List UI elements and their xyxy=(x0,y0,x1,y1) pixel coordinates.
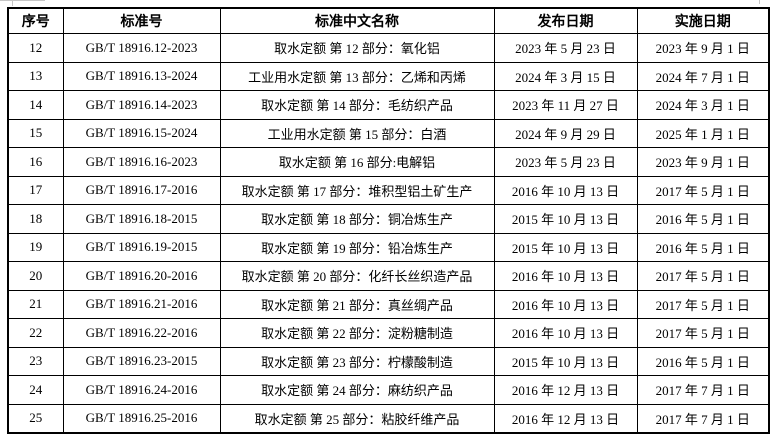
table-cell-publish-date: 2015 年 10 月 13 日 xyxy=(493,232,638,262)
table-cell-no: 17 xyxy=(7,175,64,205)
header-cell-name-cn: 标准中文名称 xyxy=(219,7,495,34)
header-cell-publish-date: 发布日期 xyxy=(493,7,638,34)
table-cell-standard-no: GB/T 18916.17-2016 xyxy=(62,175,221,205)
table-row: 15 GB/T 18916.15-2024 工业用水定额 第 15 部分：白酒 202… xyxy=(7,118,770,148)
table-cell-publish-date: 2023 年 11 月 27 日 xyxy=(493,90,638,120)
crop-artifact-line xyxy=(759,0,760,4)
table-cell-name-cn: 取水定额 第 18 部分：铜冶炼生产 xyxy=(219,204,495,234)
table-cell-publish-date: 2016 年 12 月 13 日 xyxy=(493,375,638,405)
table-cell-publish-date: 2016 年 10 月 13 日 xyxy=(493,261,638,291)
table-cell-standard-no: GB/T 18916.21-2016 xyxy=(62,289,221,319)
table-cell-name-cn: 工业用水定额 第 15 部分：白酒 xyxy=(219,118,495,148)
table-cell-implement-date: 2017 年 5 月 1 日 xyxy=(636,289,770,319)
table-row: 22 GB/T 18916.22-2016 取水定额 第 22 部分：淀粉糖制造 20… xyxy=(7,318,770,348)
table-row: 12 GB/T 18916.12-2023 取水定额 第 12 部分：氧化铝 2023… xyxy=(7,33,770,63)
table-cell-standard-no: GB/T 18916.16-2023 xyxy=(62,147,221,177)
table-cell-implement-date: 2023 年 9 月 1 日 xyxy=(636,33,770,63)
table-cell-name-cn: 取水定额 第 12 部分：氧化铝 xyxy=(219,33,495,63)
table-cell-implement-date: 2017 年 5 月 1 日 xyxy=(636,261,770,291)
table-cell-publish-date: 2024 年 9 月 29 日 xyxy=(493,118,638,148)
table-cell-implement-date: 2017 年 5 月 1 日 xyxy=(636,175,770,205)
table-cell-name-cn: 取水定额 第 20 部分：化纤长丝织造产品 xyxy=(219,261,495,291)
table-cell-standard-no: GB/T 18916.24-2016 xyxy=(62,375,221,405)
table-cell-publish-date: 2015 年 10 月 13 日 xyxy=(493,204,638,234)
table-cell-name-cn: 取水定额 第 21 部分：真丝绸产品 xyxy=(219,289,495,319)
table-cell-name-cn: 工业用水定额 第 13 部分：乙烯和丙烯 xyxy=(219,61,495,91)
table-cell-no: 15 xyxy=(7,118,64,148)
table-cell-publish-date: 2016 年 10 月 13 日 xyxy=(493,289,638,319)
table-cell-implement-date: 2025 年 1 月 1 日 xyxy=(636,118,770,148)
table-cell-implement-date: 2024 年 3 月 1 日 xyxy=(636,90,770,120)
table-cell-no: 13 xyxy=(7,61,64,91)
table-cell-publish-date: 2016 年 10 月 13 日 xyxy=(493,175,638,205)
table-cell-name-cn: 取水定额 第 16 部分:电解铝 xyxy=(219,147,495,177)
table-cell-name-cn: 取水定额 第 17 部分：堆积型铝土矿生产 xyxy=(219,175,495,205)
table-cell-standard-no: GB/T 18916.20-2016 xyxy=(62,261,221,291)
table-cell-no: 18 xyxy=(7,204,64,234)
table-row: 16 GB/T 18916.16-2023 取水定额 第 16 部分:电解铝 2023… xyxy=(7,147,770,177)
table-cell-no: 24 xyxy=(7,375,64,405)
table-cell-no: 19 xyxy=(7,232,64,262)
table-cell-no: 16 xyxy=(7,147,64,177)
header-cell-standard-no: 标准号 xyxy=(62,7,221,34)
table-cell-no: 23 xyxy=(7,346,64,376)
table-cell-implement-date: 2023 年 9 月 1 日 xyxy=(636,147,770,177)
table-cell-implement-date: 2016 年 5 月 1 日 xyxy=(636,232,770,262)
table-cell-standard-no: GB/T 18916.13-2024 xyxy=(62,61,221,91)
standards-table: 序号 标准号 标准中文名称 发布日期 实施日期 12 GB/T 18916.12-… xyxy=(7,7,770,434)
table-cell-standard-no: GB/T 18916.25-2016 xyxy=(62,403,221,434)
table-row: 23 GB/T 18916.23-2015 取水定额 第 23 部分：柠檬酸制造 20… xyxy=(7,346,770,376)
table-cell-implement-date: 2017 年 7 月 1 日 xyxy=(636,403,770,434)
crop-artifact-line xyxy=(12,0,13,6)
table-cell-standard-no: GB/T 18916.12-2023 xyxy=(62,33,221,63)
table-cell-no: 21 xyxy=(7,289,64,319)
table-cell-publish-date: 2016 年 12 月 13 日 xyxy=(493,403,638,434)
table-body: 12 GB/T 18916.12-2023 取水定额 第 12 部分：氧化铝 2023… xyxy=(7,33,770,434)
table-row: 17 GB/T 18916.17-2016 取水定额 第 17 部分：堆积型铝土矿生… xyxy=(7,175,770,205)
table-cell-publish-date: 2023 年 5 月 23 日 xyxy=(493,33,638,63)
table-row: 14 GB/T 18916.14-2023 取水定额 第 14 部分：毛纺织产品 20… xyxy=(7,90,770,120)
table-row: 20 GB/T 18916.20-2016 取水定额 第 20 部分：化纤长丝织造产… xyxy=(7,261,770,291)
table-cell-implement-date: 2024 年 7 月 1 日 xyxy=(636,61,770,91)
table-cell-standard-no: GB/T 18916.15-2024 xyxy=(62,118,221,148)
table-cell-standard-no: GB/T 18916.23-2015 xyxy=(62,346,221,376)
header-cell-implement-date: 实施日期 xyxy=(636,7,770,34)
table-cell-name-cn: 取水定额 第 19 部分：铅冶炼生产 xyxy=(219,232,495,262)
table-cell-name-cn: 取水定额 第 25 部分：粘胶纤维产品 xyxy=(219,403,495,434)
table-cell-name-cn: 取水定额 第 23 部分：柠檬酸制造 xyxy=(219,346,495,376)
table-row: 13 GB/T 18916.13-2024 工业用水定额 第 13 部分：乙烯和丙烯… xyxy=(7,61,770,91)
table-cell-no: 12 xyxy=(7,33,64,63)
table-row: 19 GB/T 18916.19-2015 取水定额 第 19 部分：铅冶炼生产 20… xyxy=(7,232,770,262)
table-cell-name-cn: 取水定额 第 22 部分：淀粉糖制造 xyxy=(219,318,495,348)
table-row: 24 GB/T 18916.24-2016 取水定额 第 24 部分：麻纺织产品 20… xyxy=(7,375,770,405)
table-header-row: 序号 标准号 标准中文名称 发布日期 实施日期 xyxy=(7,7,770,34)
table-cell-no: 20 xyxy=(7,261,64,291)
table-cell-publish-date: 2023 年 5 月 23 日 xyxy=(493,147,638,177)
table-row: 21 GB/T 18916.21-2016 取水定额 第 21 部分：真丝绸产品 20… xyxy=(7,289,770,319)
table-cell-standard-no: GB/T 18916.14-2023 xyxy=(62,90,221,120)
table-cell-implement-date: 2016 年 5 月 1 日 xyxy=(636,204,770,234)
table-row: 18 GB/T 18916.18-2015 取水定额 第 18 部分：铜冶炼生产 20… xyxy=(7,204,770,234)
table-row: 25 GB/T 18916.25-2016 取水定额 第 25 部分：粘胶纤维产品 2… xyxy=(7,403,770,434)
table-cell-publish-date: 2024 年 3 月 15 日 xyxy=(493,61,638,91)
crop-artifact-line xyxy=(0,0,45,1)
table-cell-publish-date: 2016 年 10 月 13 日 xyxy=(493,318,638,348)
table-cell-name-cn: 取水定额 第 24 部分：麻纺织产品 xyxy=(219,375,495,405)
table-cell-name-cn: 取水定额 第 14 部分：毛纺织产品 xyxy=(219,90,495,120)
table-cell-no: 25 xyxy=(7,403,64,434)
table-cell-no: 14 xyxy=(7,90,64,120)
table-cell-standard-no: GB/T 18916.22-2016 xyxy=(62,318,221,348)
table-cell-implement-date: 2016 年 5 月 1 日 xyxy=(636,346,770,376)
table-cell-standard-no: GB/T 18916.19-2015 xyxy=(62,232,221,262)
table-cell-no: 22 xyxy=(7,318,64,348)
table-cell-implement-date: 2017 年 7 月 1 日 xyxy=(636,375,770,405)
table-cell-implement-date: 2017 年 5 月 1 日 xyxy=(636,318,770,348)
table-cell-standard-no: GB/T 18916.18-2015 xyxy=(62,204,221,234)
header-cell-no: 序号 xyxy=(7,7,64,34)
table-cell-publish-date: 2015 年 10 月 13 日 xyxy=(493,346,638,376)
